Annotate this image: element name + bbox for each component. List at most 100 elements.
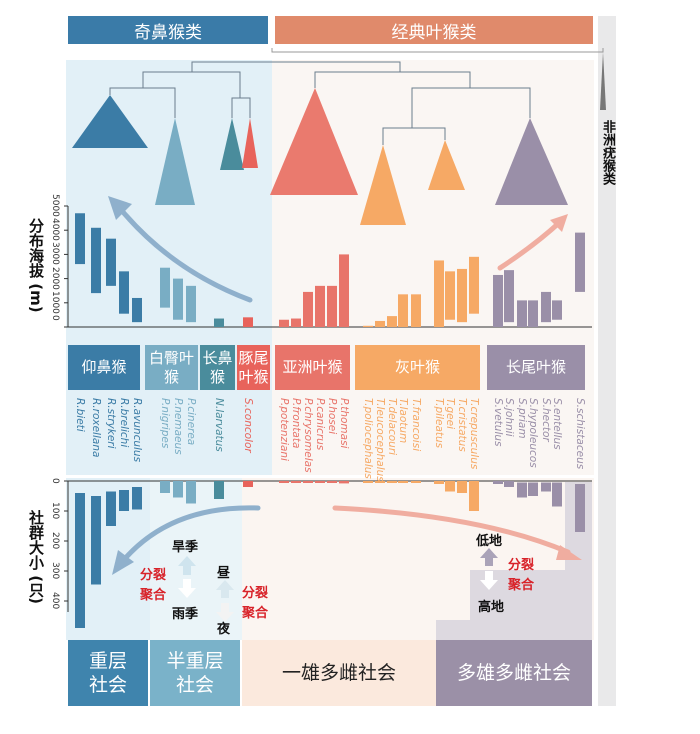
species-label: P.hosei xyxy=(326,398,338,435)
african-strip xyxy=(598,16,616,706)
group-size-bar xyxy=(119,490,129,511)
group-size-bar xyxy=(303,481,313,483)
tree-top-link xyxy=(271,48,604,53)
elevation-bar xyxy=(243,317,253,327)
species-label: R.bieti xyxy=(74,398,86,432)
genus-rhinopithecus: 仰鼻猴 xyxy=(68,345,140,390)
land-arrow-up-icon xyxy=(480,548,498,566)
season-arrow-up-icon xyxy=(178,556,196,575)
genus-nasalis: 长鼻猴 xyxy=(200,345,235,390)
lowland-label: 低地 xyxy=(476,534,503,549)
arrowhead-red-up xyxy=(550,214,568,232)
season-arrow-down-icon xyxy=(178,579,196,598)
elevation-bar xyxy=(434,260,444,327)
group-size-bar xyxy=(469,481,479,511)
species-label: S.schistaceus xyxy=(574,398,586,470)
group-size-bar xyxy=(315,481,325,483)
fusion-label-day: 聚合 xyxy=(242,606,269,621)
species-label: N.larvatus xyxy=(213,398,225,452)
elevation-tick-label: 1000 xyxy=(50,290,60,314)
group-size-bar xyxy=(504,481,514,487)
tree-rp-branch xyxy=(109,87,176,118)
species-label: S.johnii xyxy=(503,398,515,437)
dry-season-label: 旱季 xyxy=(172,540,199,555)
species-label: R.strykeri xyxy=(105,398,117,449)
elevation-bar xyxy=(315,285,325,327)
elevation-bar xyxy=(541,291,551,323)
elevation-bar xyxy=(303,291,313,327)
group-size-bar xyxy=(91,496,101,585)
fission-label-day: 分裂 xyxy=(242,586,269,601)
elevation-trend-arrow-blue xyxy=(115,203,253,303)
species-label: T.cristatus xyxy=(456,398,468,452)
species-label: R.brelichi xyxy=(118,398,130,448)
elevation-bar xyxy=(119,271,129,314)
species-label: P.potenziani xyxy=(278,398,290,461)
species-label: T.laotum xyxy=(397,398,409,444)
group-size-bar xyxy=(387,481,397,483)
species-label: S.concolor xyxy=(242,398,254,453)
group-size-bar xyxy=(552,482,562,507)
african-colobines-label: 非洲疣猴类 xyxy=(600,120,615,185)
elevation-bar xyxy=(279,319,289,327)
species-label: P.chrysomelas xyxy=(302,398,314,473)
group-size-bar xyxy=(132,487,142,510)
group-size-bar xyxy=(517,482,527,498)
arrowhead-blue-up xyxy=(108,196,132,220)
group-size-tick-label: 100 xyxy=(50,502,60,520)
elevation-bar xyxy=(214,318,224,327)
clade-rhinopithecus xyxy=(72,95,148,148)
genus-pygathrix: 白臀叶猴 xyxy=(145,345,198,390)
group-size-bar xyxy=(75,493,85,628)
group-size-tick-label: 400 xyxy=(50,592,60,610)
group-size-tick-label: 300 xyxy=(50,562,60,580)
group-size-bar xyxy=(398,481,408,483)
rainy-season-label: 雨季 xyxy=(172,607,199,622)
social-multilevel: 重层 社会 xyxy=(68,640,148,706)
fusion-label-land: 聚合 xyxy=(508,578,535,593)
elevation-bar xyxy=(387,316,397,327)
clade-semnopithecus xyxy=(495,118,568,205)
species-label: R.avunculus xyxy=(131,398,143,463)
elevation-bar xyxy=(186,285,196,323)
elevation-bar xyxy=(291,318,301,327)
group-trend-arrow-red xyxy=(332,505,571,555)
group-size-bar xyxy=(106,491,116,526)
elevation-bar xyxy=(411,294,421,327)
social-one-male: 一雄多雌社会 xyxy=(242,640,436,706)
header-odd-nosed: 奇鼻猴类 xyxy=(68,16,268,44)
elevation-tick-label: 2000 xyxy=(50,266,60,290)
multi-male-step-area xyxy=(436,482,592,640)
species-label: P.thomasi xyxy=(338,398,350,449)
species-label: T.geei xyxy=(444,398,456,430)
species-label: S.hypoleucos xyxy=(527,398,539,468)
clade-nasalis xyxy=(220,118,244,170)
group-size-bar xyxy=(575,484,585,532)
clade-simias xyxy=(242,118,258,168)
species-label: P.canicrus xyxy=(314,398,326,451)
elevation-tick-label: 5000 xyxy=(50,194,60,217)
group-size-bar xyxy=(445,481,455,492)
elevation-bar xyxy=(445,271,455,320)
group-size-bar xyxy=(214,481,224,499)
group-size-bar xyxy=(291,481,301,483)
elevation-bar xyxy=(160,267,170,308)
group-size-bar xyxy=(434,481,444,484)
tree-ns-branch xyxy=(231,97,251,118)
night-label: 夜 xyxy=(217,622,231,637)
group-size-bar xyxy=(411,481,421,483)
elevation-bar xyxy=(493,274,503,327)
elevation-bar xyxy=(106,238,116,286)
species-label: S.priam xyxy=(516,398,528,439)
arrowhead-red-down xyxy=(556,545,582,560)
elevation-bar xyxy=(575,232,585,292)
species-label: P.nigripes xyxy=(159,398,171,449)
group-size-bar xyxy=(493,481,503,484)
genus-semnopithecus: 长尾叶猴 xyxy=(487,345,585,390)
fusion-label-season: 聚合 xyxy=(140,588,167,603)
social-semi-multilevel: 半重层 社会 xyxy=(150,640,240,706)
clade-pygathrix xyxy=(155,118,195,205)
elevation-bar xyxy=(173,278,183,320)
elevation-tick-label: 0 xyxy=(50,315,60,321)
